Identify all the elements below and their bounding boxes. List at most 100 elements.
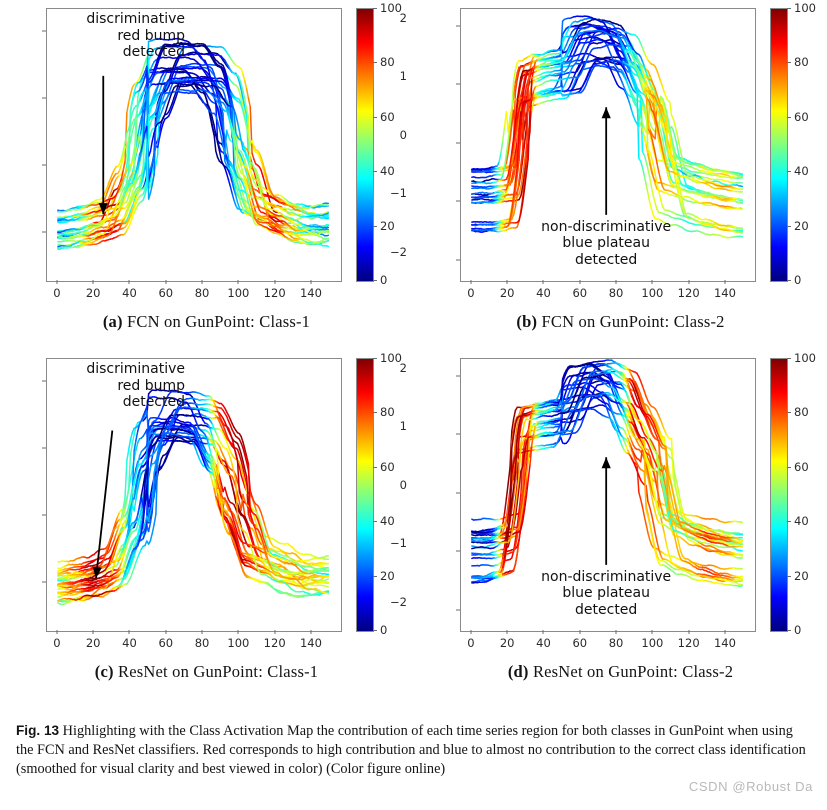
cam-series-segment (242, 73, 246, 82)
cam-series-segment (156, 117, 161, 123)
cam-series-segment (140, 139, 144, 151)
y-tick-mark (42, 97, 46, 99)
cam-series-segment (131, 107, 135, 114)
cam-series-segment (113, 219, 117, 226)
cam-series-segment (242, 201, 246, 208)
cam-series-segment (249, 106, 253, 154)
cam-series-segment (120, 177, 124, 185)
cam-series-segment (572, 79, 577, 86)
cam-series-segment (133, 176, 137, 183)
cam-series-segment (267, 186, 271, 194)
x-tick-label: 120 (263, 286, 286, 300)
cam-series-segment (234, 164, 239, 173)
cam-series-segment (138, 108, 143, 115)
cam-series-segment (253, 169, 257, 179)
cam-series-segment (147, 133, 152, 142)
cam-series-segment (521, 162, 526, 177)
cam-series-segment (155, 62, 159, 70)
cam-series-segment (531, 101, 535, 111)
cam-series-segment (220, 158, 224, 166)
cam-series-segment (238, 167, 242, 174)
cam-series-segment (325, 204, 330, 207)
cam-series-segment (240, 139, 244, 151)
cam-series-segment (169, 83, 173, 90)
cam-series-segment (251, 207, 255, 216)
cam-series-segment (240, 103, 244, 112)
cam-series-segment (129, 205, 134, 212)
cam-series-segment (109, 173, 114, 180)
cam-series-segment (142, 162, 146, 173)
cam-series-segment (147, 84, 152, 91)
cam-series-segment (627, 97, 631, 105)
cam-series-segment (147, 150, 152, 158)
cam-series-segment (242, 105, 246, 116)
cam-series-segment (233, 184, 237, 193)
cam-series-segment (625, 93, 629, 100)
cam-series-segment (129, 216, 134, 224)
cam-series-segment (133, 182, 137, 189)
cam-series-segment (267, 182, 271, 191)
cam-series-segment (238, 130, 242, 142)
cam-series-segment (647, 70, 651, 76)
cam-series-segment (240, 204, 244, 211)
cam-series-segment (209, 116, 213, 128)
cam-series-segment (220, 125, 224, 136)
cam-series-segment (251, 162, 255, 169)
cam-series-segment (131, 200, 135, 208)
cam-series-segment (166, 101, 170, 109)
cam-series-segment (224, 68, 228, 77)
cam-series-segment (158, 122, 163, 132)
cam-series-segment (111, 209, 115, 217)
cam-series-segment (140, 103, 144, 130)
cam-series-segment (124, 210, 128, 217)
cam-series-segment (224, 77, 228, 88)
cam-series-segment (118, 202, 123, 209)
cam-series-segment (122, 188, 126, 197)
cam-series-segment (216, 108, 221, 119)
cam-series-segment (156, 102, 161, 113)
cam-series-segment (133, 116, 137, 172)
cam-series-segment (251, 175, 255, 183)
cam-series-segment (233, 176, 237, 186)
cam-series-segment (325, 210, 330, 214)
cam-series-segment (222, 71, 226, 80)
cam-series-segment (236, 171, 241, 178)
cam-series-segment (133, 171, 137, 180)
cam-series-segment (627, 53, 631, 59)
cam-series-segment (231, 181, 235, 191)
colorbar-tick-40: 40 (373, 164, 395, 178)
cam-series-segment (240, 165, 244, 175)
cam-series-segment (151, 73, 155, 80)
cam-series-segment (138, 93, 143, 101)
cam-series-segment (213, 123, 217, 135)
cam-series-segment (102, 211, 106, 218)
cam-series-segment (158, 112, 163, 119)
cam-series-segment (572, 72, 577, 79)
cam-series-segment (171, 101, 175, 109)
cam-series-segment (211, 125, 215, 136)
cam-series-segment (220, 67, 224, 74)
cam-series-segment (244, 151, 248, 159)
cam-series-segment (140, 164, 144, 177)
cam-series-segment (267, 217, 271, 225)
cam-series-segment (138, 73, 143, 80)
cam-series-segment (234, 144, 239, 154)
cam-series-segment (236, 161, 241, 170)
panel-a-plot-area: discriminative red bump detected (46, 8, 342, 282)
cam-series-segment (136, 153, 141, 165)
cam-series-segment (171, 70, 175, 78)
cam-series-segment (127, 197, 132, 204)
cam-series-segment (225, 108, 230, 118)
colorbar-tick-0: 0 (373, 273, 387, 287)
cam-series-segment (238, 197, 242, 206)
cam-series-segment (118, 178, 123, 186)
cam-series-segment (162, 113, 166, 120)
cam-series-segment (147, 192, 152, 200)
cam-series-segment (244, 98, 248, 111)
cam-series-segment (220, 135, 224, 147)
cam-series-segment (151, 99, 155, 106)
cam-series-segment (104, 187, 108, 194)
cam-series-segment (260, 156, 264, 165)
cam-series-segment (215, 150, 219, 159)
cam-series-segment (173, 64, 177, 72)
